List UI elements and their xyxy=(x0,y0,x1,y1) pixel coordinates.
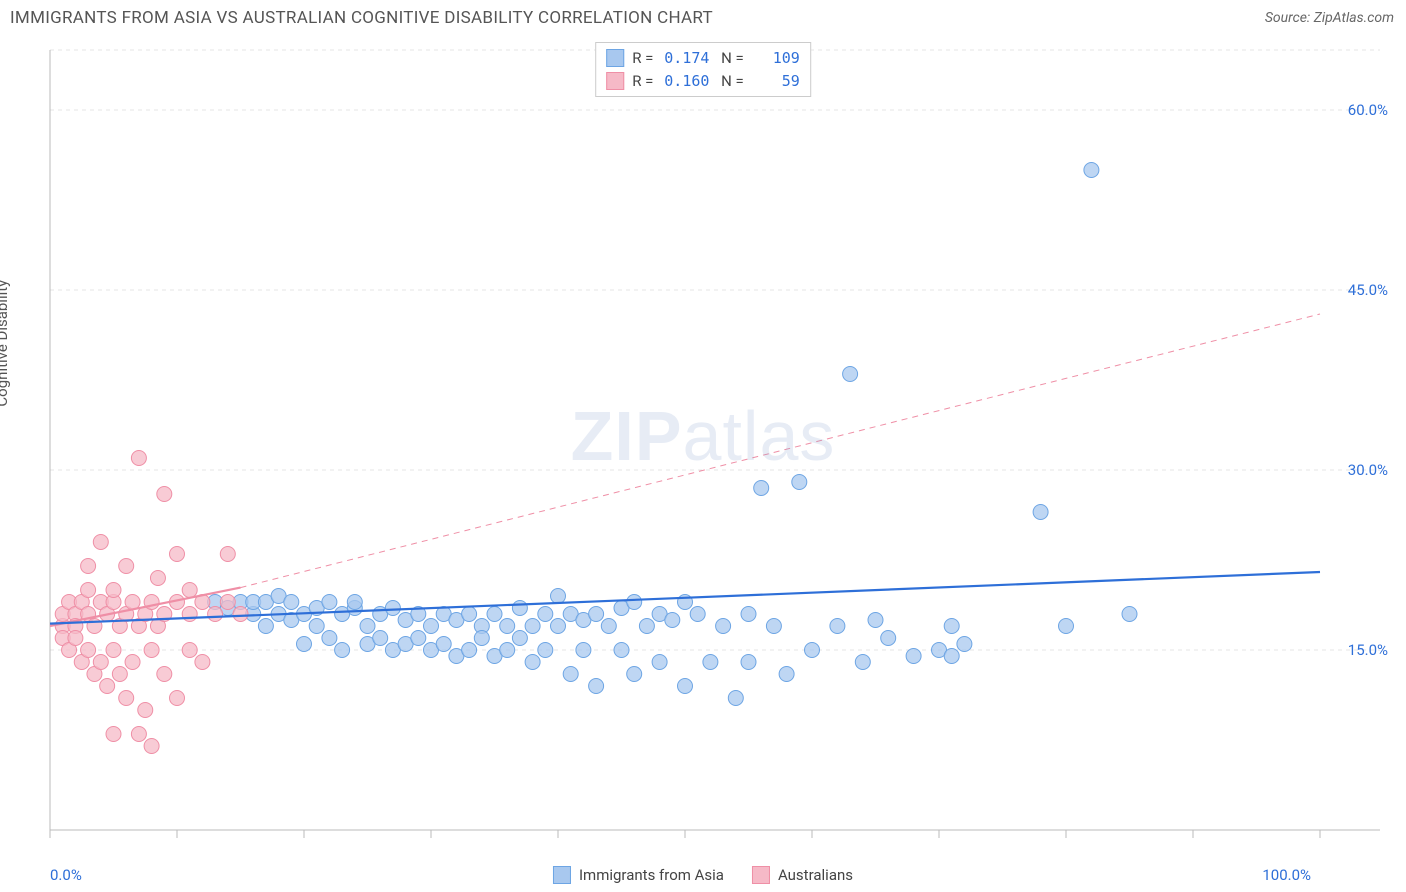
chart-title: IMMIGRANTS FROM ASIA VS AUSTRALIAN COGNI… xyxy=(10,8,713,28)
correlation-legend: R = 0.174 N = 109 R = 0.160 N = 59 xyxy=(595,42,811,97)
n-value-blue: 109 xyxy=(752,47,800,70)
r-value-blue: 0.174 xyxy=(661,47,709,70)
series-legend: Immigrants from Asia Australians xyxy=(553,866,853,884)
swatch-icon xyxy=(752,866,770,884)
swatch-icon xyxy=(606,49,624,67)
legend-row-blue: R = 0.174 N = 109 xyxy=(606,47,800,70)
x-axis-max-label: 100.0% xyxy=(1262,866,1311,884)
scatter-plot-svg xyxy=(10,40,1396,882)
r-value-pink: 0.160 xyxy=(661,70,709,93)
y-tick-label: 60.0% xyxy=(1348,101,1388,119)
y-tick-label: 45.0% xyxy=(1348,281,1388,299)
legend-label: Immigrants from Asia xyxy=(579,866,724,884)
n-value-pink: 59 xyxy=(752,70,800,93)
swatch-icon xyxy=(606,72,624,90)
chart-header: IMMIGRANTS FROM ASIA VS AUSTRALIAN COGNI… xyxy=(0,0,1406,36)
swatch-icon xyxy=(553,866,571,884)
legend-item-asia: Immigrants from Asia xyxy=(553,866,724,884)
y-axis-label: Cognitive Disability xyxy=(0,280,11,407)
legend-row-pink: R = 0.160 N = 59 xyxy=(606,70,800,93)
y-tick-label: 15.0% xyxy=(1348,641,1388,659)
legend-label: Australians xyxy=(778,866,853,884)
x-axis-min-label: 0.0% xyxy=(50,866,82,884)
chart-source: Source: ZipAtlas.com xyxy=(1265,10,1394,26)
legend-item-australians: Australians xyxy=(752,866,853,884)
chart-area: Cognitive Disability ZIPatlas R = 0.174 … xyxy=(10,40,1396,882)
y-tick-label: 30.0% xyxy=(1348,461,1388,479)
